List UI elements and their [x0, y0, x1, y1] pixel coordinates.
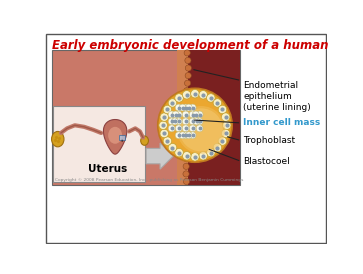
Circle shape [163, 137, 172, 145]
Circle shape [175, 111, 182, 118]
Circle shape [183, 171, 189, 177]
Circle shape [175, 149, 183, 157]
Text: Trophoblast: Trophoblast [243, 136, 295, 145]
Circle shape [184, 156, 190, 162]
Circle shape [175, 94, 183, 102]
Circle shape [185, 57, 191, 64]
Circle shape [182, 111, 189, 118]
Text: Uterus: Uterus [88, 164, 127, 174]
Circle shape [185, 141, 191, 147]
Circle shape [182, 132, 189, 139]
Circle shape [221, 113, 230, 121]
Circle shape [168, 143, 177, 152]
Circle shape [218, 105, 227, 114]
Bar [119, 135, 125, 140]
Circle shape [162, 93, 228, 158]
Circle shape [182, 125, 189, 132]
Circle shape [192, 111, 199, 118]
Circle shape [196, 118, 203, 125]
Circle shape [189, 111, 196, 118]
Circle shape [168, 99, 177, 107]
Circle shape [183, 178, 189, 185]
Circle shape [191, 153, 199, 161]
Text: Copyright © 2008 Pearson Education, Inc., publishing as Pearson Benjamin Cumming: Copyright © 2008 Pearson Education, Inc.… [55, 178, 243, 182]
Text: Blastocoel: Blastocoel [243, 157, 290, 166]
Text: Early embryonic development of a human: Early embryonic development of a human [52, 39, 328, 52]
Circle shape [189, 104, 196, 111]
Circle shape [184, 118, 190, 124]
Circle shape [168, 111, 175, 118]
Circle shape [182, 118, 189, 125]
Circle shape [168, 118, 175, 125]
Circle shape [171, 118, 178, 125]
Circle shape [183, 110, 189, 116]
Circle shape [185, 65, 191, 71]
Circle shape [185, 125, 191, 132]
Circle shape [189, 132, 196, 139]
Circle shape [185, 132, 192, 139]
Ellipse shape [108, 127, 122, 144]
Circle shape [191, 90, 199, 98]
Circle shape [207, 149, 215, 157]
Bar [188, 50, 240, 185]
Bar [52, 50, 240, 185]
Circle shape [207, 94, 215, 102]
Circle shape [183, 103, 189, 109]
Circle shape [185, 73, 191, 79]
Text: Endometrial
epithelium
(uterine lining): Endometrial epithelium (uterine lining) [243, 81, 311, 112]
Ellipse shape [141, 136, 148, 145]
Circle shape [175, 132, 182, 139]
Circle shape [189, 118, 196, 125]
Circle shape [196, 125, 203, 132]
Circle shape [221, 129, 230, 138]
Ellipse shape [52, 132, 64, 147]
Circle shape [175, 104, 182, 111]
Circle shape [182, 104, 189, 111]
Circle shape [160, 113, 168, 121]
Bar [53, 106, 144, 182]
Circle shape [183, 152, 191, 160]
Circle shape [184, 50, 190, 56]
Text: Inner cell mass: Inner cell mass [243, 118, 320, 127]
Circle shape [179, 104, 186, 111]
Circle shape [213, 143, 222, 152]
Circle shape [175, 125, 182, 132]
Circle shape [213, 99, 222, 107]
Circle shape [193, 118, 200, 125]
Circle shape [184, 148, 191, 154]
Circle shape [184, 80, 191, 86]
Circle shape [160, 129, 168, 138]
Circle shape [196, 111, 203, 118]
Circle shape [218, 137, 227, 145]
Circle shape [159, 121, 167, 130]
Circle shape [183, 90, 191, 99]
Circle shape [172, 111, 179, 118]
Circle shape [163, 105, 172, 114]
Bar [177, 50, 188, 185]
Circle shape [183, 163, 189, 169]
Circle shape [168, 125, 175, 132]
Circle shape [189, 125, 196, 132]
Circle shape [185, 133, 191, 139]
Circle shape [158, 88, 232, 162]
Circle shape [199, 152, 207, 160]
Circle shape [160, 91, 230, 160]
Circle shape [183, 95, 189, 101]
Circle shape [185, 104, 192, 111]
Circle shape [199, 90, 207, 99]
Polygon shape [146, 143, 173, 169]
Circle shape [184, 88, 190, 94]
Circle shape [177, 106, 225, 154]
Circle shape [175, 118, 182, 125]
Circle shape [179, 132, 186, 139]
Circle shape [223, 121, 231, 130]
Polygon shape [103, 119, 127, 154]
Circle shape [179, 108, 223, 152]
